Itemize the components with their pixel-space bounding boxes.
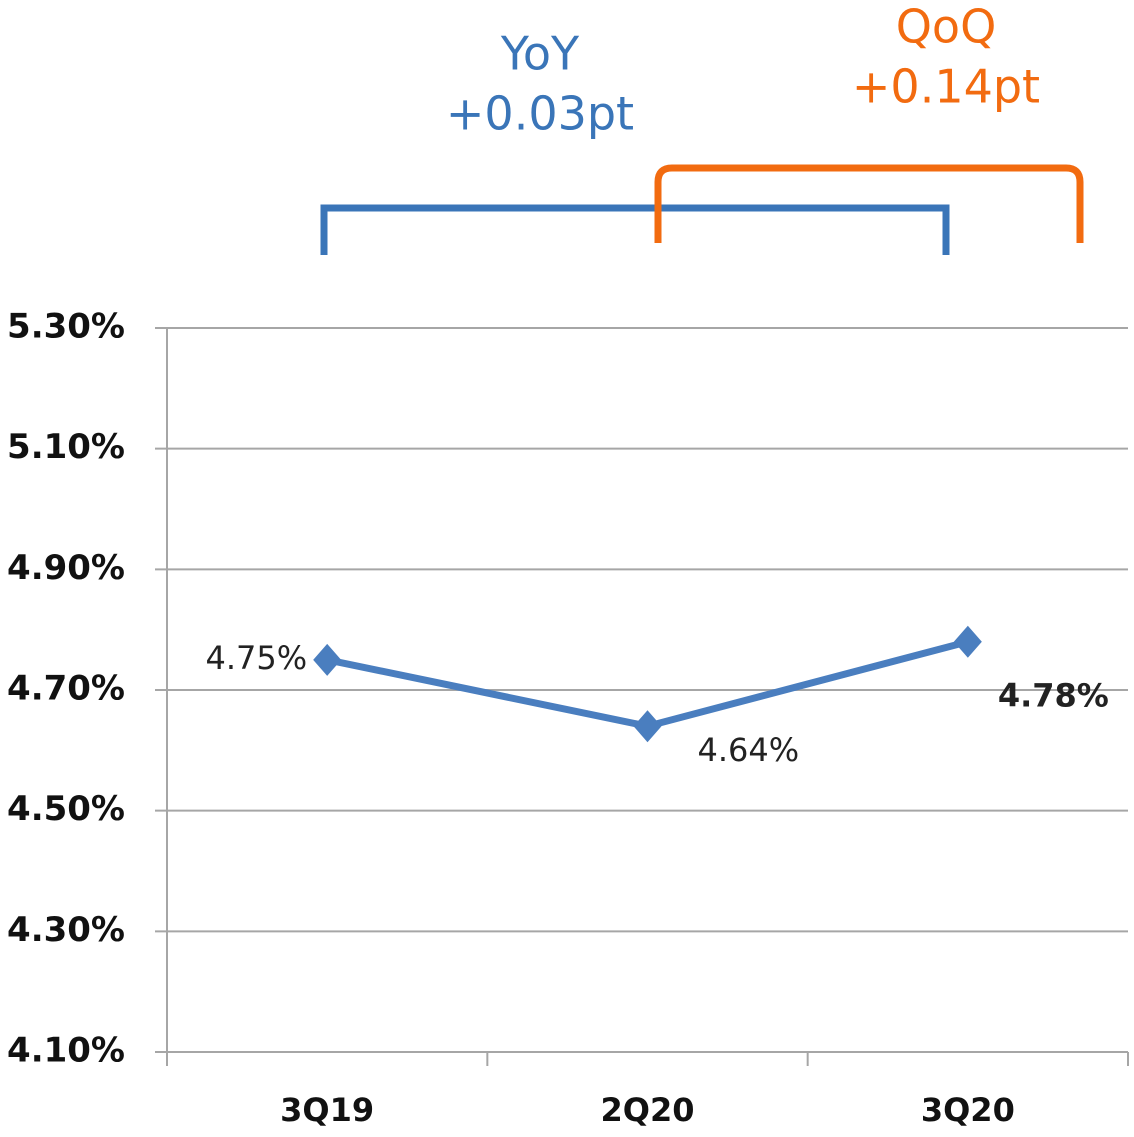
marker — [313, 643, 342, 676]
qoq-bracket — [654, 164, 1084, 243]
y-tick-label: 4.50% — [7, 789, 125, 829]
yoy-bracket — [320, 204, 950, 255]
x-tick-label: 2Q20 — [601, 1091, 695, 1129]
x-tick-label: 3Q20 — [921, 1091, 1015, 1129]
annotation-label: QoQ — [896, 0, 997, 54]
y-tick-label: 4.90% — [7, 548, 125, 588]
data-label: 4.78% — [998, 677, 1109, 715]
marker — [953, 625, 982, 658]
data-label: 4.75% — [206, 639, 308, 677]
annotation-value: +0.14pt — [852, 60, 1040, 114]
annotation-label: YoY — [500, 27, 580, 81]
data-label: 4.64% — [698, 731, 800, 769]
marker — [633, 710, 662, 743]
annotation-value: +0.03pt — [446, 87, 634, 141]
y-tick-label: 5.30% — [7, 307, 125, 347]
y-tick-label: 5.10% — [7, 427, 125, 467]
y-tick-label: 4.10% — [7, 1031, 125, 1071]
y-tick-label: 4.70% — [7, 669, 125, 709]
y-tick-label: 4.30% — [7, 910, 125, 950]
x-tick-label: 3Q19 — [280, 1091, 374, 1129]
